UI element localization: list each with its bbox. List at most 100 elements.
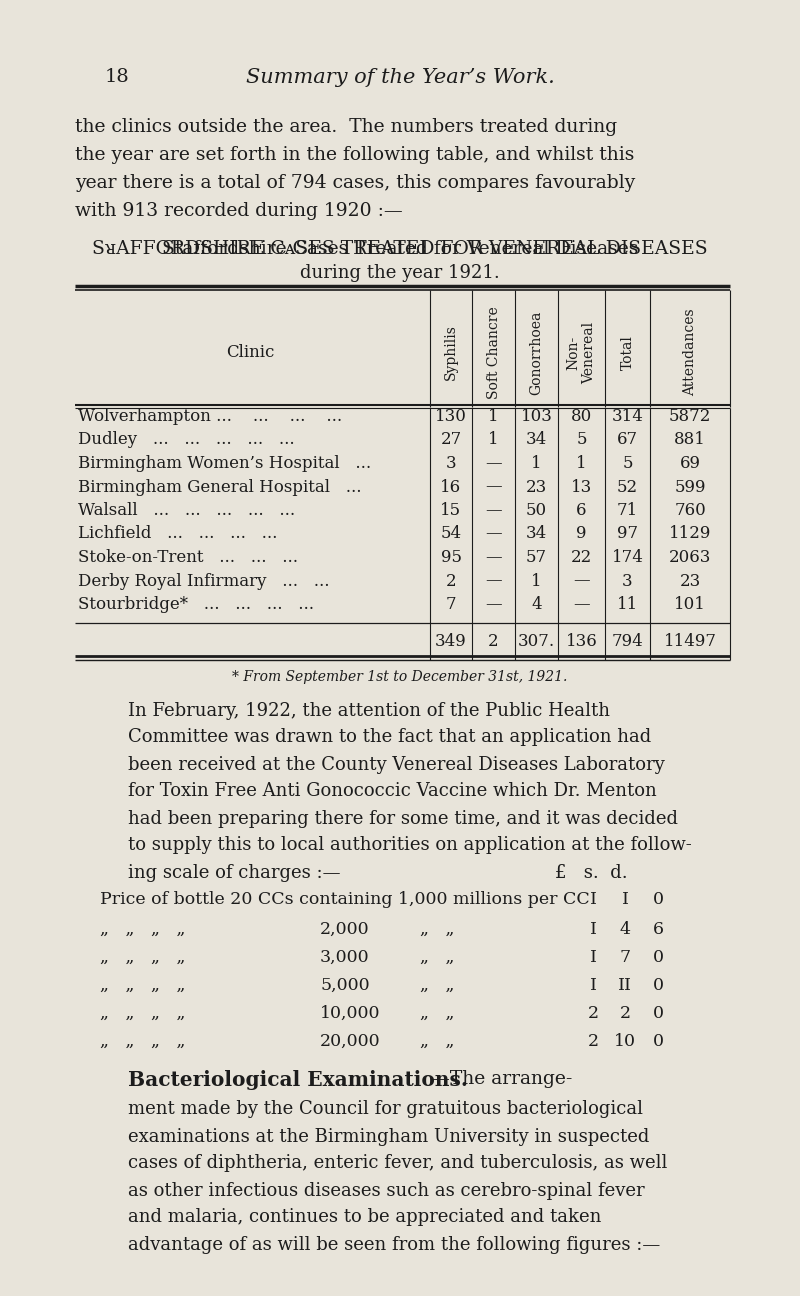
Text: 23: 23 (526, 478, 547, 495)
Text: 307.: 307. (518, 634, 555, 651)
Text: 3: 3 (622, 573, 633, 590)
Text: 71: 71 (617, 502, 638, 518)
Text: 1: 1 (488, 432, 499, 448)
Text: 1: 1 (488, 408, 499, 425)
Text: 69: 69 (679, 455, 701, 472)
Text: 52: 52 (617, 478, 638, 495)
Text: 67: 67 (617, 432, 638, 448)
Text: 794: 794 (612, 634, 643, 651)
Text: 5872: 5872 (669, 408, 711, 425)
Text: 0: 0 (653, 890, 663, 907)
Text: 2: 2 (446, 573, 456, 590)
Text: 4: 4 (531, 596, 542, 613)
Text: —: — (485, 596, 502, 613)
Text: 23: 23 (679, 573, 701, 590)
Text: 314: 314 (611, 408, 643, 425)
Text: 6: 6 (653, 920, 663, 937)
Text: had been preparing there for some time, and it was decided: had been preparing there for some time, … (128, 810, 678, 828)
Text: Committee was drawn to the fact that an application had: Committee was drawn to the fact that an … (128, 728, 651, 746)
Text: „   „   „   „: „ „ „ „ (100, 976, 186, 994)
Text: to supply this to local authorities on application at the follow-: to supply this to local authorities on a… (128, 836, 692, 854)
Text: 3,000: 3,000 (320, 949, 370, 966)
Text: 7: 7 (446, 596, 456, 613)
Text: 130: 130 (435, 408, 467, 425)
Text: 34: 34 (526, 525, 547, 543)
Text: 760: 760 (674, 502, 706, 518)
Text: cases of diphtheria, enteric fever, and tuberculosis, as well: cases of diphtheria, enteric fever, and … (128, 1155, 667, 1173)
Text: 2: 2 (587, 1033, 598, 1050)
Text: 136: 136 (566, 634, 598, 651)
Text: ment made by the Council for gratuitous bacteriological: ment made by the Council for gratuitous … (128, 1100, 643, 1118)
Text: 1: 1 (531, 455, 542, 472)
Text: —: — (485, 455, 502, 472)
Text: 2: 2 (488, 634, 499, 651)
Text: as other infectious diseases such as cerebro-spinal fever: as other infectious diseases such as cer… (128, 1182, 645, 1200)
Text: Birmingham Women’s Hospital   ...: Birmingham Women’s Hospital ... (78, 455, 371, 472)
Text: 80: 80 (571, 408, 592, 425)
Text: Attendances: Attendances (683, 308, 697, 397)
Text: —: — (485, 550, 502, 566)
Text: Bacteriological Examinations.: Bacteriological Examinations. (128, 1070, 468, 1090)
Text: —: — (485, 525, 502, 543)
Text: 103: 103 (521, 408, 553, 425)
Text: I: I (590, 976, 597, 994)
Text: I: I (590, 920, 597, 937)
Text: Stoke-on-Trent   ...   ...   ...: Stoke-on-Trent ... ... ... (78, 550, 298, 566)
Text: „   „: „ „ (420, 1004, 454, 1021)
Text: 3: 3 (446, 455, 456, 472)
Text: 13: 13 (571, 478, 592, 495)
Text: Total: Total (621, 336, 634, 369)
Text: 97: 97 (617, 525, 638, 543)
Text: Staffordshire Cases Treated for Venereal Diseases: Staffordshire Cases Treated for Venereal… (162, 240, 638, 258)
Text: „   „   „   „: „ „ „ „ (100, 1033, 186, 1050)
Text: „   „: „ „ (420, 920, 454, 937)
Text: with 913 recorded during 1920 :—: with 913 recorded during 1920 :— (75, 202, 402, 220)
Text: 4: 4 (619, 920, 630, 937)
Text: 34: 34 (526, 432, 547, 448)
Text: Dudley   ...   ...   ...   ...   ...: Dudley ... ... ... ... ... (78, 432, 294, 448)
Text: —: — (573, 573, 590, 590)
Text: 10: 10 (614, 1033, 636, 1050)
Text: Birmingham General Hospital   ...: Birmingham General Hospital ... (78, 478, 362, 495)
Text: —: — (485, 478, 502, 495)
Text: „   „: „ „ (420, 976, 454, 994)
Text: —: — (573, 596, 590, 613)
Text: 0: 0 (653, 949, 663, 966)
Text: 22: 22 (571, 550, 592, 566)
Text: 20,000: 20,000 (320, 1033, 381, 1050)
Text: 5,000: 5,000 (320, 976, 370, 994)
Text: Lichfield   ...   ...   ...   ...: Lichfield ... ... ... ... (78, 525, 278, 543)
Text: Summary of the Year’s Work.: Summary of the Year’s Work. (246, 67, 554, 87)
Text: year there is a total of 794 cases, this compares favourably: year there is a total of 794 cases, this… (75, 174, 635, 192)
Text: 15: 15 (441, 502, 462, 518)
Text: 7: 7 (619, 949, 630, 966)
Text: 10,000: 10,000 (320, 1004, 381, 1021)
Text: Gonorrhoea: Gonorrhoea (530, 310, 543, 395)
Text: 5: 5 (622, 455, 633, 472)
Text: and malaria, continues to be appreciated and taken: and malaria, continues to be appreciated… (128, 1208, 602, 1226)
Text: 6: 6 (576, 502, 586, 518)
Text: Syphilis: Syphilis (444, 324, 458, 381)
Text: I: I (622, 890, 629, 907)
Text: Clinic: Clinic (226, 343, 274, 362)
Text: 1: 1 (576, 455, 587, 472)
Text: examinations at the Birmingham University in suspected: examinations at the Birmingham Universit… (128, 1128, 650, 1146)
Text: „   „   „   „: „ „ „ „ (100, 949, 186, 966)
Text: 2063: 2063 (669, 550, 711, 566)
Text: 101: 101 (674, 596, 706, 613)
Text: 0: 0 (653, 1033, 663, 1050)
Text: during the year 1921.: during the year 1921. (300, 264, 500, 283)
Text: Walsall   ...   ...   ...   ...   ...: Walsall ... ... ... ... ... (78, 502, 295, 518)
Text: 27: 27 (440, 432, 462, 448)
Text: Price of bottle 20 CCs containing 1,000 millions per CC: Price of bottle 20 CCs containing 1,000 … (100, 890, 590, 907)
Text: Soft Chancre: Soft Chancre (486, 306, 501, 399)
Text: —: — (485, 502, 502, 518)
Text: Wolverhampton ...    ...    ...    ...: Wolverhampton ... ... ... ... (78, 408, 342, 425)
Text: been received at the County Venereal Diseases Laboratory: been received at the County Venereal Dis… (128, 756, 665, 774)
Text: 18: 18 (105, 67, 130, 86)
Text: ing scale of charges :—: ing scale of charges :— (128, 863, 341, 881)
Text: 0: 0 (653, 976, 663, 994)
Text: * From September 1st to December 31st, 1921.: * From September 1st to December 31st, 1… (232, 670, 568, 683)
Text: 54: 54 (441, 525, 462, 543)
Text: „   „   „   „: „ „ „ „ (100, 1004, 186, 1021)
